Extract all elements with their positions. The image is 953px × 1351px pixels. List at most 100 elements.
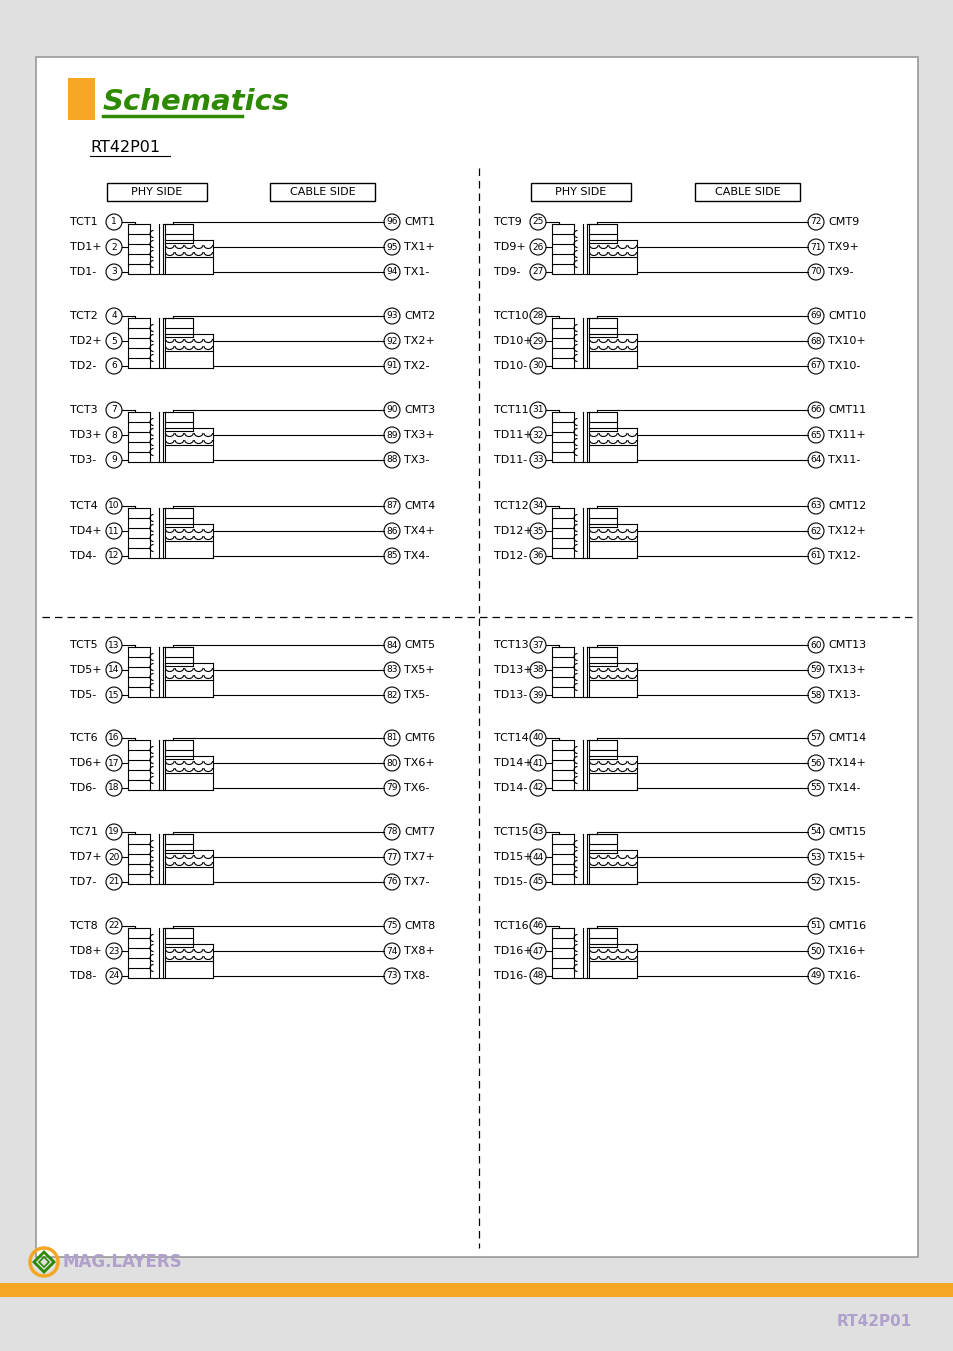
- Text: TX9+: TX9+: [827, 242, 858, 253]
- Text: TX2+: TX2+: [403, 336, 435, 346]
- Text: 27: 27: [532, 267, 543, 277]
- Text: 76: 76: [386, 878, 397, 886]
- Text: CMT15: CMT15: [827, 827, 865, 838]
- Text: 5: 5: [111, 336, 117, 346]
- Text: 53: 53: [809, 852, 821, 862]
- Text: 92: 92: [386, 336, 397, 346]
- Text: 79: 79: [386, 784, 397, 793]
- Text: TX14-: TX14-: [827, 784, 860, 793]
- Text: TX14+: TX14+: [827, 758, 865, 767]
- Text: 93: 93: [386, 312, 397, 320]
- FancyBboxPatch shape: [36, 57, 917, 1256]
- Text: PHY SIDE: PHY SIDE: [555, 186, 606, 197]
- Text: 39: 39: [532, 690, 543, 700]
- Text: 2: 2: [112, 242, 116, 251]
- Text: 15: 15: [108, 690, 120, 700]
- Text: 61: 61: [809, 551, 821, 561]
- Text: TX11-: TX11-: [827, 455, 860, 465]
- Text: TX13-: TX13-: [827, 690, 860, 700]
- Text: 37: 37: [532, 640, 543, 650]
- Text: CMT1: CMT1: [403, 218, 435, 227]
- FancyBboxPatch shape: [695, 182, 800, 201]
- Text: TD7-: TD7-: [70, 877, 96, 888]
- Text: TX8+: TX8+: [403, 946, 435, 957]
- Text: TX15+: TX15+: [827, 852, 864, 862]
- Text: 1: 1: [111, 218, 117, 227]
- Text: 87: 87: [386, 501, 397, 511]
- Text: 73: 73: [386, 971, 397, 981]
- Text: 43: 43: [532, 828, 543, 836]
- Text: 95: 95: [386, 242, 397, 251]
- Text: TD5-: TD5-: [70, 690, 96, 700]
- Text: TD11+: TD11+: [494, 430, 532, 440]
- Text: TD4-: TD4-: [70, 551, 96, 561]
- Text: 33: 33: [532, 455, 543, 465]
- Text: 26: 26: [532, 242, 543, 251]
- Text: 83: 83: [386, 666, 397, 674]
- Text: TX11+: TX11+: [827, 430, 864, 440]
- Text: CMT9: CMT9: [827, 218, 859, 227]
- Text: TX6+: TX6+: [403, 758, 435, 767]
- Text: 11: 11: [108, 527, 120, 535]
- Text: 30: 30: [532, 362, 543, 370]
- Text: TD2+: TD2+: [70, 336, 102, 346]
- Text: 9: 9: [111, 455, 117, 465]
- Text: 90: 90: [386, 405, 397, 415]
- Text: 14: 14: [109, 666, 119, 674]
- Text: TX8-: TX8-: [403, 971, 429, 981]
- Text: TD7+: TD7+: [70, 852, 102, 862]
- Text: TX3-: TX3-: [403, 455, 429, 465]
- Text: TCT16: TCT16: [494, 921, 528, 931]
- Text: TX1-: TX1-: [403, 267, 429, 277]
- Text: 32: 32: [532, 431, 543, 439]
- Text: TD9-: TD9-: [494, 267, 519, 277]
- Text: 7: 7: [111, 405, 117, 415]
- Text: 82: 82: [386, 690, 397, 700]
- Text: Schematics: Schematics: [103, 88, 290, 116]
- Text: TX4+: TX4+: [403, 526, 435, 536]
- Text: MAG.LAYERS: MAG.LAYERS: [63, 1252, 182, 1271]
- Text: TD11-: TD11-: [494, 455, 527, 465]
- Text: CMT10: CMT10: [827, 311, 865, 322]
- Text: 78: 78: [386, 828, 397, 836]
- Text: CABLE SIDE: CABLE SIDE: [290, 186, 355, 197]
- Text: 25: 25: [532, 218, 543, 227]
- Text: TCT2: TCT2: [70, 311, 97, 322]
- Text: TCT11: TCT11: [494, 405, 528, 415]
- Text: 58: 58: [809, 690, 821, 700]
- Text: CMT2: CMT2: [403, 311, 435, 322]
- Text: 4: 4: [112, 312, 116, 320]
- Text: CMT3: CMT3: [403, 405, 435, 415]
- Text: 72: 72: [809, 218, 821, 227]
- Text: TD1-: TD1-: [70, 267, 96, 277]
- Text: TX4-: TX4-: [403, 551, 429, 561]
- Text: 74: 74: [386, 947, 397, 955]
- Text: TCT15: TCT15: [494, 827, 528, 838]
- Text: 18: 18: [108, 784, 120, 793]
- Text: 38: 38: [532, 666, 543, 674]
- Text: CMT13: CMT13: [827, 640, 865, 650]
- Text: TCT6: TCT6: [70, 734, 97, 743]
- Text: TCT14: TCT14: [494, 734, 528, 743]
- Text: TX5+: TX5+: [403, 665, 435, 676]
- Text: 68: 68: [809, 336, 821, 346]
- Text: 80: 80: [386, 758, 397, 767]
- Text: CMT4: CMT4: [403, 501, 435, 511]
- Text: RT42P01: RT42P01: [836, 1315, 911, 1329]
- Text: TX12-: TX12-: [827, 551, 860, 561]
- Text: 49: 49: [809, 971, 821, 981]
- Text: 8: 8: [111, 431, 117, 439]
- FancyBboxPatch shape: [68, 78, 95, 120]
- Text: 42: 42: [532, 784, 543, 793]
- Text: CMT14: CMT14: [827, 734, 865, 743]
- Text: 86: 86: [386, 527, 397, 535]
- Text: TD2-: TD2-: [70, 361, 96, 372]
- Text: 62: 62: [809, 527, 821, 535]
- Text: 6: 6: [111, 362, 117, 370]
- Text: 81: 81: [386, 734, 397, 743]
- Text: 57: 57: [809, 734, 821, 743]
- Text: TCT12: TCT12: [494, 501, 528, 511]
- Text: TX3+: TX3+: [403, 430, 435, 440]
- Text: TX2-: TX2-: [403, 361, 429, 372]
- Text: TX15-: TX15-: [827, 877, 860, 888]
